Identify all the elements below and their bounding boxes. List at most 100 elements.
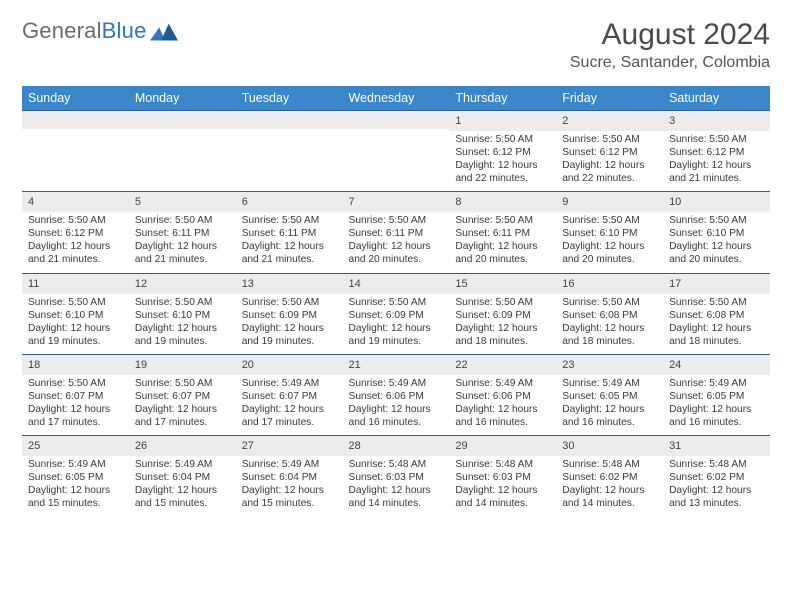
- calendar-day-cell: 28Sunrise: 5:48 AMSunset: 6:03 PMDayligh…: [343, 436, 450, 517]
- sunrise-line: Sunrise: 5:48 AM: [562, 458, 657, 471]
- day-content: Sunrise: 5:50 AMSunset: 6:12 PMDaylight:…: [663, 131, 770, 191]
- day-number: 2: [556, 111, 663, 131]
- daylight-line: Daylight: 12 hours and 19 minutes.: [349, 322, 444, 348]
- day-number: 26: [129, 436, 236, 456]
- sunrise-line: Sunrise: 5:50 AM: [562, 133, 657, 146]
- day-content: Sunrise: 5:50 AMSunset: 6:11 PMDaylight:…: [343, 212, 450, 272]
- day-number: 27: [236, 436, 343, 456]
- month-title: August 2024: [570, 18, 770, 52]
- sunset-line: Sunset: 6:11 PM: [349, 227, 444, 240]
- brand-logo: GeneralBlue: [22, 18, 178, 44]
- calendar-day-cell: 31Sunrise: 5:48 AMSunset: 6:02 PMDayligh…: [663, 436, 770, 517]
- calendar-day-cell: 27Sunrise: 5:49 AMSunset: 6:04 PMDayligh…: [236, 436, 343, 517]
- location-subtitle: Sucre, Santander, Colombia: [570, 54, 770, 72]
- day-number: 22: [449, 355, 556, 375]
- calendar-day-cell: 10Sunrise: 5:50 AMSunset: 6:10 PMDayligh…: [663, 192, 770, 273]
- daylight-line: Daylight: 12 hours and 21 minutes.: [669, 159, 764, 185]
- day-number: 4: [22, 192, 129, 212]
- daylight-line: Daylight: 12 hours and 19 minutes.: [135, 322, 230, 348]
- sunset-line: Sunset: 6:10 PM: [562, 227, 657, 240]
- calendar-body: 1Sunrise: 5:50 AMSunset: 6:12 PMDaylight…: [22, 111, 770, 517]
- day-number: 21: [343, 355, 450, 375]
- sunrise-line: Sunrise: 5:50 AM: [455, 133, 550, 146]
- calendar-day-cell: 14Sunrise: 5:50 AMSunset: 6:09 PMDayligh…: [343, 273, 450, 354]
- day-number: 5: [129, 192, 236, 212]
- sunrise-line: Sunrise: 5:50 AM: [28, 296, 123, 309]
- day-number: 17: [663, 274, 770, 294]
- sunset-line: Sunset: 6:12 PM: [669, 146, 764, 159]
- sunrise-line: Sunrise: 5:49 AM: [28, 458, 123, 471]
- calendar-day-cell: 3Sunrise: 5:50 AMSunset: 6:12 PMDaylight…: [663, 111, 770, 192]
- calendar-day-cell: 18Sunrise: 5:50 AMSunset: 6:07 PMDayligh…: [22, 354, 129, 435]
- calendar-day-cell: 17Sunrise: 5:50 AMSunset: 6:08 PMDayligh…: [663, 273, 770, 354]
- day-content: Sunrise: 5:50 AMSunset: 6:10 PMDaylight:…: [22, 294, 129, 354]
- sunrise-line: Sunrise: 5:50 AM: [28, 214, 123, 227]
- daylight-line: Daylight: 12 hours and 21 minutes.: [242, 240, 337, 266]
- sunrise-line: Sunrise: 5:50 AM: [28, 377, 123, 390]
- calendar-day-cell: 15Sunrise: 5:50 AMSunset: 6:09 PMDayligh…: [449, 273, 556, 354]
- day-number: 7: [343, 192, 450, 212]
- weekday-header: Wednesday: [343, 86, 450, 111]
- day-number: 23: [556, 355, 663, 375]
- daylight-line: Daylight: 12 hours and 18 minutes.: [455, 322, 550, 348]
- day-content: Sunrise: 5:50 AMSunset: 6:11 PMDaylight:…: [236, 212, 343, 272]
- sunrise-line: Sunrise: 5:49 AM: [242, 458, 337, 471]
- sunset-line: Sunset: 6:05 PM: [669, 390, 764, 403]
- daylight-line: Daylight: 12 hours and 18 minutes.: [669, 322, 764, 348]
- day-content: Sunrise: 5:50 AMSunset: 6:09 PMDaylight:…: [236, 294, 343, 354]
- day-number: 9: [556, 192, 663, 212]
- day-number: [22, 111, 129, 129]
- daylight-line: Daylight: 12 hours and 21 minutes.: [28, 240, 123, 266]
- sunset-line: Sunset: 6:09 PM: [242, 309, 337, 322]
- day-number: [343, 111, 450, 129]
- brand-second: Blue: [102, 18, 147, 44]
- title-block: August 2024 Sucre, Santander, Colombia: [570, 18, 770, 72]
- daylight-line: Daylight: 12 hours and 16 minutes.: [455, 403, 550, 429]
- calendar-week-row: 18Sunrise: 5:50 AMSunset: 6:07 PMDayligh…: [22, 354, 770, 435]
- calendar-week-row: 11Sunrise: 5:50 AMSunset: 6:10 PMDayligh…: [22, 273, 770, 354]
- sunset-line: Sunset: 6:09 PM: [455, 309, 550, 322]
- calendar-week-row: 4Sunrise: 5:50 AMSunset: 6:12 PMDaylight…: [22, 192, 770, 273]
- day-content: Sunrise: 5:48 AMSunset: 6:03 PMDaylight:…: [343, 456, 450, 516]
- day-content: Sunrise: 5:50 AMSunset: 6:09 PMDaylight:…: [449, 294, 556, 354]
- day-content: Sunrise: 5:50 AMSunset: 6:07 PMDaylight:…: [22, 375, 129, 435]
- day-number: 12: [129, 274, 236, 294]
- sunset-line: Sunset: 6:10 PM: [135, 309, 230, 322]
- day-number: 20: [236, 355, 343, 375]
- day-content: Sunrise: 5:50 AMSunset: 6:11 PMDaylight:…: [449, 212, 556, 272]
- day-content: Sunrise: 5:50 AMSunset: 6:10 PMDaylight:…: [129, 294, 236, 354]
- day-content: Sunrise: 5:50 AMSunset: 6:11 PMDaylight:…: [129, 212, 236, 272]
- day-number: 3: [663, 111, 770, 131]
- day-content: Sunrise: 5:50 AMSunset: 6:10 PMDaylight:…: [556, 212, 663, 272]
- sunset-line: Sunset: 6:05 PM: [28, 471, 123, 484]
- day-content: [129, 129, 236, 183]
- sunrise-line: Sunrise: 5:50 AM: [349, 296, 444, 309]
- day-number: 13: [236, 274, 343, 294]
- day-content: Sunrise: 5:50 AMSunset: 6:10 PMDaylight:…: [663, 212, 770, 272]
- day-content: Sunrise: 5:49 AMSunset: 6:04 PMDaylight:…: [129, 456, 236, 516]
- day-number: 6: [236, 192, 343, 212]
- sunset-line: Sunset: 6:12 PM: [455, 146, 550, 159]
- daylight-line: Daylight: 12 hours and 14 minutes.: [349, 484, 444, 510]
- daylight-line: Daylight: 12 hours and 20 minutes.: [349, 240, 444, 266]
- brand-mark-icon: [150, 23, 178, 43]
- sunrise-line: Sunrise: 5:49 AM: [135, 458, 230, 471]
- day-number: 24: [663, 355, 770, 375]
- sunset-line: Sunset: 6:09 PM: [349, 309, 444, 322]
- weekday-header: Friday: [556, 86, 663, 111]
- calendar-week-row: 1Sunrise: 5:50 AMSunset: 6:12 PMDaylight…: [22, 111, 770, 192]
- day-content: Sunrise: 5:50 AMSunset: 6:12 PMDaylight:…: [449, 131, 556, 191]
- sunrise-line: Sunrise: 5:50 AM: [669, 133, 764, 146]
- sunrise-line: Sunrise: 5:50 AM: [455, 296, 550, 309]
- sunset-line: Sunset: 6:03 PM: [349, 471, 444, 484]
- sunset-line: Sunset: 6:10 PM: [669, 227, 764, 240]
- day-content: Sunrise: 5:48 AMSunset: 6:02 PMDaylight:…: [663, 456, 770, 516]
- sunrise-line: Sunrise: 5:48 AM: [349, 458, 444, 471]
- day-number: 16: [556, 274, 663, 294]
- sunrise-line: Sunrise: 5:48 AM: [455, 458, 550, 471]
- daylight-line: Daylight: 12 hours and 14 minutes.: [455, 484, 550, 510]
- day-number: 31: [663, 436, 770, 456]
- sunset-line: Sunset: 6:07 PM: [242, 390, 337, 403]
- day-content: Sunrise: 5:49 AMSunset: 6:05 PMDaylight:…: [663, 375, 770, 435]
- daylight-line: Daylight: 12 hours and 15 minutes.: [28, 484, 123, 510]
